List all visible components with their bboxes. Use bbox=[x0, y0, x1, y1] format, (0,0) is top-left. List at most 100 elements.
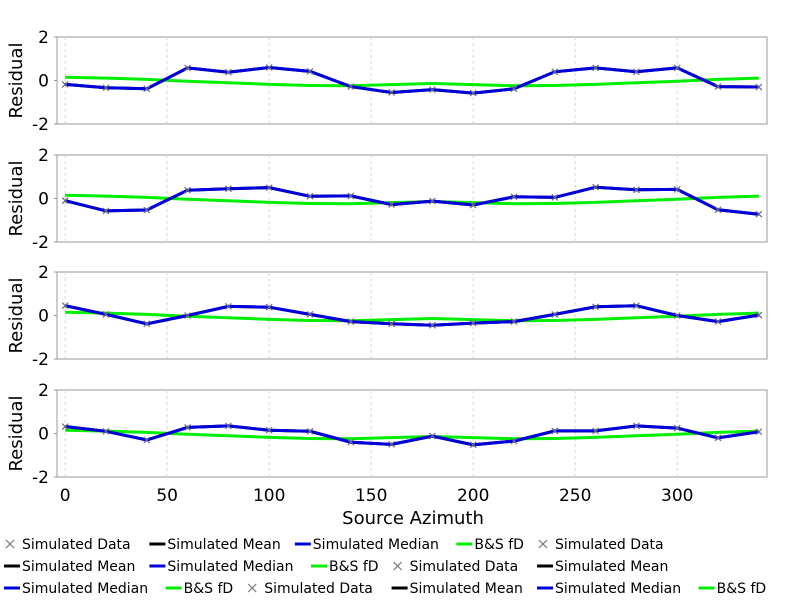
data-marker-stroke bbox=[388, 201, 396, 209]
data-point bbox=[347, 318, 355, 326]
data-marker-stroke bbox=[755, 311, 763, 319]
legend-label: Simulated Median bbox=[555, 581, 681, 597]
data-point bbox=[143, 320, 151, 328]
data-point bbox=[61, 197, 69, 205]
data-point bbox=[265, 426, 273, 434]
data-marker-stroke bbox=[61, 80, 69, 88]
data-point bbox=[102, 207, 110, 215]
data-marker-stroke bbox=[388, 320, 396, 328]
data-marker-stroke bbox=[347, 192, 355, 200]
data-marker-stroke bbox=[673, 312, 681, 319]
data-marker-stroke bbox=[428, 86, 436, 94]
data-marker-stroke bbox=[306, 427, 314, 435]
data-point bbox=[388, 440, 396, 448]
data-marker-stroke bbox=[551, 193, 559, 201]
data-point bbox=[673, 64, 681, 72]
data-marker-stroke bbox=[714, 318, 722, 326]
panel-4: -2 0 2 Residual 0 50 100 150 200 250 300 bbox=[6, 381, 768, 506]
legend-label: Simulated Mean bbox=[167, 537, 280, 553]
data-marker-stroke bbox=[469, 89, 477, 97]
legend-label: Simulated Mean bbox=[555, 559, 668, 575]
data-point bbox=[714, 83, 722, 91]
data-marker-stroke bbox=[265, 303, 273, 311]
legend-item: Simulated Data bbox=[393, 559, 519, 575]
legend: Simulated Data Simulated Mean Simulated Me… bbox=[4, 537, 766, 597]
legend-label: B&S fD bbox=[717, 581, 767, 597]
data-point bbox=[265, 64, 273, 71]
data-point bbox=[551, 427, 559, 435]
y-tick-label: 2 bbox=[38, 263, 49, 283]
data-marker-stroke bbox=[265, 184, 273, 192]
series-bs-fd bbox=[65, 428, 759, 441]
data-point bbox=[714, 206, 722, 214]
legend-item: Simulated Median bbox=[537, 581, 681, 597]
data-point bbox=[469, 201, 477, 209]
data-marker-stroke bbox=[306, 67, 314, 75]
data-point bbox=[428, 197, 436, 205]
data-point bbox=[184, 64, 191, 72]
y-tick-label: 2 bbox=[38, 381, 49, 401]
legend-item: B&S fD bbox=[456, 537, 524, 553]
legend-item: Simulated Median bbox=[4, 581, 148, 597]
y-axis-label: Residual bbox=[6, 395, 27, 471]
data-point bbox=[143, 85, 151, 93]
data-marker-stroke bbox=[306, 310, 314, 318]
data-marker-stroke bbox=[714, 83, 722, 91]
data-marker-stroke bbox=[428, 432, 436, 440]
data-point bbox=[633, 186, 640, 194]
legend-item: B&S fD bbox=[698, 581, 767, 597]
data-marker-stroke bbox=[592, 303, 600, 311]
data-marker-stroke bbox=[61, 423, 69, 430]
data-point bbox=[306, 192, 314, 200]
y-tick-label: -2 bbox=[32, 115, 49, 135]
data-point bbox=[469, 319, 477, 327]
data-point bbox=[102, 427, 110, 435]
data-point bbox=[184, 312, 191, 319]
legend-label: Simulated Data bbox=[410, 559, 519, 575]
data-point bbox=[102, 310, 110, 318]
legend-label: Simulated Data bbox=[22, 537, 131, 553]
legend-item: Simulated Data bbox=[5, 537, 131, 553]
data-marker-stroke bbox=[592, 427, 600, 435]
data-point bbox=[143, 436, 151, 444]
data-marker-stroke bbox=[714, 434, 722, 442]
legend-item: Simulated Median bbox=[149, 559, 294, 575]
data-marker-stroke bbox=[224, 185, 232, 193]
legend-item: Simulated Median bbox=[294, 537, 439, 553]
data-point bbox=[306, 310, 314, 318]
data-point bbox=[551, 193, 559, 201]
data-marker-stroke bbox=[755, 83, 763, 91]
y-axis-label: Residual bbox=[6, 160, 27, 236]
data-marker-stroke bbox=[102, 427, 110, 435]
data-marker-stroke bbox=[143, 436, 151, 444]
data-point bbox=[347, 83, 355, 91]
x-tick-label: 300 bbox=[661, 486, 693, 506]
data-point bbox=[510, 85, 518, 93]
y-axis-label: Residual bbox=[6, 277, 27, 353]
series-bs-fd bbox=[65, 75, 759, 88]
data-point bbox=[714, 318, 722, 326]
data-marker-stroke bbox=[551, 68, 559, 76]
legend-item: Simulated Data bbox=[247, 581, 373, 597]
data-point bbox=[143, 206, 151, 214]
data-marker-stroke bbox=[224, 302, 232, 310]
data-marker-stroke bbox=[673, 185, 681, 193]
panel-3: -2 0 2 Residual bbox=[6, 263, 768, 370]
x-tick-label: 50 bbox=[156, 486, 178, 506]
y-tick-label: 0 bbox=[38, 190, 49, 210]
data-marker-stroke bbox=[306, 192, 314, 200]
data-point bbox=[388, 201, 396, 209]
data-marker-stroke bbox=[184, 423, 191, 431]
data-marker-stroke bbox=[224, 422, 232, 430]
x-tick-label: 250 bbox=[559, 486, 591, 506]
data-point bbox=[306, 427, 314, 435]
data-marker-stroke bbox=[551, 427, 559, 435]
legend-item: Simulated Data bbox=[538, 537, 664, 553]
data-point bbox=[388, 320, 396, 328]
data-point bbox=[592, 183, 600, 191]
data-point bbox=[673, 312, 681, 319]
legend-item: Simulated Mean bbox=[537, 559, 668, 575]
data-point bbox=[510, 318, 518, 326]
x-tick-label: 100 bbox=[253, 486, 285, 506]
data-marker-stroke bbox=[428, 321, 436, 329]
